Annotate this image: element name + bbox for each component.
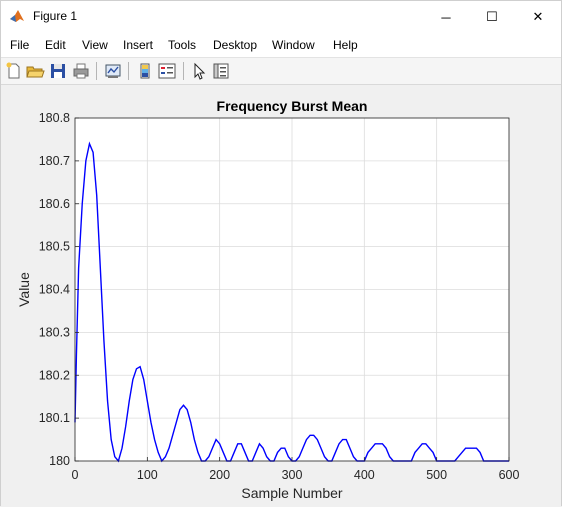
toolbar-separator (183, 62, 184, 80)
y-tick-label: 180 (49, 454, 70, 468)
x-axis-label: Sample Number (241, 485, 342, 501)
colorbar-icon[interactable] (135, 61, 155, 81)
x-tick-marks (74, 457, 510, 461)
maximize-button[interactable]: ☐ (486, 9, 498, 24)
new-figure-icon[interactable] (4, 61, 24, 81)
x-tick-label: 600 (499, 468, 520, 482)
y-tick-label: 180.6 (39, 197, 70, 211)
x-tick-label: 100 (137, 468, 158, 482)
menu-insert[interactable]: Insert (123, 38, 154, 52)
menu-edit[interactable]: Edit (45, 38, 66, 52)
menu-window[interactable]: Window (272, 38, 315, 52)
menu-tools[interactable]: Tools (168, 38, 197, 52)
y-tick-label: 180.3 (39, 325, 70, 339)
y-tick-label: 180.4 (39, 283, 70, 297)
series-line[interactable] (74, 141, 509, 463)
toolbar-separator (128, 62, 129, 80)
window-title: Figure 1 (33, 9, 78, 23)
menu-help[interactable]: Help (333, 38, 358, 52)
y-tick-label: 180.2 (39, 368, 70, 382)
print-icon[interactable] (71, 61, 91, 81)
menu-file[interactable]: File (10, 38, 30, 52)
edit-plot-arrow-icon[interactable] (189, 61, 209, 81)
toolbar-separator (96, 62, 97, 80)
chart-title: Frequency Burst Mean (217, 98, 368, 114)
figure-canvas[interactable]: Frequency Burst Mean Sample Number Value… (1, 85, 561, 507)
menu-bar: File Edit View Insert Tools Desktop Wind… (1, 33, 561, 82)
y-tick-label: 180.5 (39, 240, 70, 254)
minimize-button[interactable]: ─ (441, 9, 451, 25)
x-tick-label: 500 (426, 468, 447, 482)
y-axis-label: Value (16, 272, 32, 307)
y-tick-marks (75, 117, 79, 462)
legend-icon[interactable] (157, 61, 177, 81)
property-inspector-icon[interactable] (211, 61, 231, 81)
link-plot-icon[interactable] (103, 61, 123, 81)
save-icon[interactable] (48, 61, 68, 81)
y-tick-label: 180.8 (39, 111, 70, 125)
menu-desktop[interactable]: Desktop (213, 38, 258, 52)
y-tick-label: 180.7 (39, 154, 70, 168)
y-tick-label: 180.1 (39, 411, 70, 425)
matlab-logo-icon (9, 8, 25, 24)
open-file-icon[interactable] (25, 61, 45, 81)
menu-view[interactable]: View (82, 38, 108, 52)
title-bar[interactable]: Figure 1 ─ ☐ ✕ (1, 1, 561, 33)
toolbar (1, 58, 561, 85)
x-tick-label: 300 (282, 468, 303, 482)
x-tick-label: 400 (354, 468, 375, 482)
x-tick-label: 200 (209, 468, 230, 482)
x-tick-label: 0 (72, 468, 79, 482)
plot-svg: Frequency Burst Mean Sample Number Value… (16, 98, 520, 501)
close-button[interactable]: ✕ (532, 9, 544, 24)
